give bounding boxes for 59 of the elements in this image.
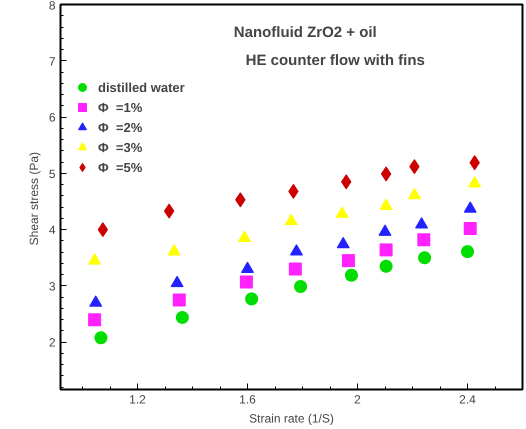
- point: [294, 280, 308, 293]
- x-tick-label: 2.4: [459, 392, 476, 406]
- y-tick-label: 6: [48, 110, 56, 125]
- point: [168, 244, 181, 256]
- point: [417, 233, 430, 246]
- text: HE counter flow with fins: [246, 52, 425, 69]
- point: [164, 204, 174, 219]
- point: [170, 276, 184, 288]
- x-tick-label: 1.6: [239, 392, 256, 406]
- point: [380, 243, 393, 256]
- point: [468, 176, 482, 188]
- point: [336, 206, 349, 218]
- point: [238, 230, 251, 242]
- point: [94, 331, 108, 344]
- point: [176, 310, 189, 324]
- point: [172, 294, 186, 307]
- legend-label: Φ =3%: [98, 140, 142, 154]
- y-tick-label: 2: [48, 336, 56, 350]
- point: [235, 192, 246, 208]
- point: [378, 224, 392, 236]
- point: [408, 188, 421, 200]
- point: [380, 166, 392, 182]
- point: [469, 155, 480, 170]
- point: [288, 262, 302, 276]
- y-tick-label: 8: [48, 0, 56, 12]
- legend-label: Φ =5%: [98, 160, 142, 174]
- x-tick-label: 1.2: [129, 392, 146, 406]
- point: [88, 313, 102, 326]
- point: [461, 245, 474, 258]
- point: [415, 217, 428, 229]
- point: [342, 254, 355, 268]
- legend-label: Φ =2%: [98, 120, 142, 134]
- point: [336, 236, 350, 248]
- point: [380, 198, 393, 210]
- legend-label: distilled water: [98, 80, 185, 94]
- y-tick-label: 5: [48, 166, 56, 181]
- point: [418, 251, 432, 264]
- point: [409, 159, 420, 174]
- x-tick-label: 2: [354, 392, 362, 406]
- y-tick-label: 3: [48, 279, 56, 294]
- y-tick-label: 4: [48, 223, 56, 238]
- text: Nanofluid ZrO2 + oil: [234, 24, 377, 41]
- point: [344, 268, 358, 282]
- legend-label: Φ =1%: [98, 100, 142, 114]
- point: [464, 201, 477, 213]
- point: [380, 260, 393, 273]
- point: [288, 184, 299, 199]
- y-tick-label: 7: [48, 54, 56, 68]
- point: [98, 222, 108, 238]
- x-axis-title: Strain rate (1/S): [249, 412, 334, 426]
- y-axis-title: Shear stress (Pa): [26, 152, 41, 246]
- point: [284, 214, 298, 226]
- point: [464, 222, 477, 236]
- point: [88, 253, 102, 265]
- point: [241, 262, 254, 274]
- point: [290, 244, 303, 256]
- point: [89, 295, 102, 307]
- point: [240, 275, 253, 288]
- point: [245, 292, 258, 306]
